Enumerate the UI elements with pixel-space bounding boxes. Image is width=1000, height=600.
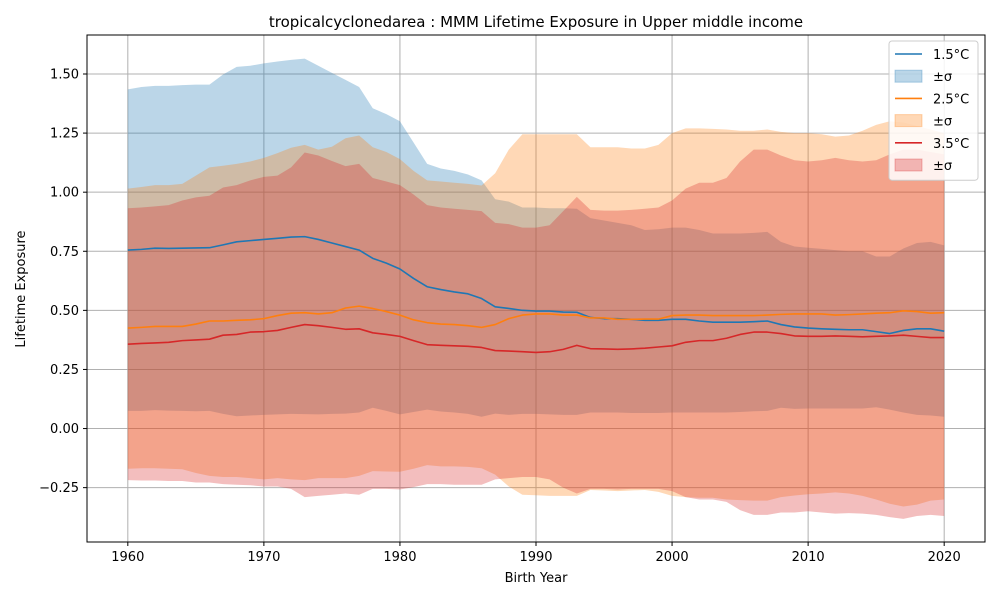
x-tick-label: 2000: [656, 550, 689, 565]
legend-box: [888, 40, 979, 181]
y-tick-label: 1.00: [50, 186, 79, 201]
legend-band-label: ±σ: [933, 159, 952, 174]
legend-band-swatch: [894, 114, 923, 128]
x-axis-label: Birth Year: [505, 571, 569, 586]
y-tick-label: −0.25: [39, 481, 79, 496]
chart-title: tropicalcyclonedarea : MMM Lifetime Expo…: [269, 13, 803, 31]
y-tick-label: 0.50: [50, 304, 79, 319]
legend: 1.5°C ±σ 2.5°C ±σ 3.5°C ±σ: [888, 40, 979, 181]
x-tick-label: 2020: [928, 550, 961, 565]
x-tick-label: 1980: [383, 550, 416, 565]
legend-label: 2.5°C: [933, 92, 969, 107]
line-series-1: [127, 235, 945, 335]
y-tick-label: 0.25: [50, 363, 79, 378]
legend-band-swatch: [894, 158, 923, 172]
plot-area: 1960 1970 1980 1990 2000 2010 2020 −0.25 0.00 0.…: [39, 34, 986, 565]
y-tick-label: 0.00: [50, 422, 79, 437]
x-tick-label: 1960: [111, 550, 144, 565]
y-tick-label: 0.75: [50, 245, 79, 260]
line-series-2: [127, 305, 945, 329]
x-tick-label: 1970: [247, 550, 280, 565]
legend-band-label: ±σ: [933, 70, 952, 85]
legend-band-swatch: [894, 69, 923, 83]
legend-band-label: ±σ: [933, 115, 952, 130]
x-tick-label: 1990: [519, 550, 552, 565]
x-axis-ticks: 1960 1970 1980 1990 2000 2010 2020: [111, 542, 961, 565]
legend-label: 1.5°C: [933, 48, 969, 63]
y-tick-label: 1.50: [50, 68, 79, 83]
y-axis-ticks: −0.25 0.00 0.25 0.50 0.75 1.00 1.25 1.50: [39, 68, 87, 496]
y-tick-label: 1.25: [50, 127, 79, 142]
series-lines: [127, 235, 945, 354]
line-series-3: [127, 323, 945, 354]
y-axis-label: Lifetime Exposure: [14, 230, 29, 347]
x-tick-label: 2010: [792, 550, 825, 565]
band-series-3: [127, 149, 945, 519]
legend-label: 3.5°C: [933, 137, 969, 152]
